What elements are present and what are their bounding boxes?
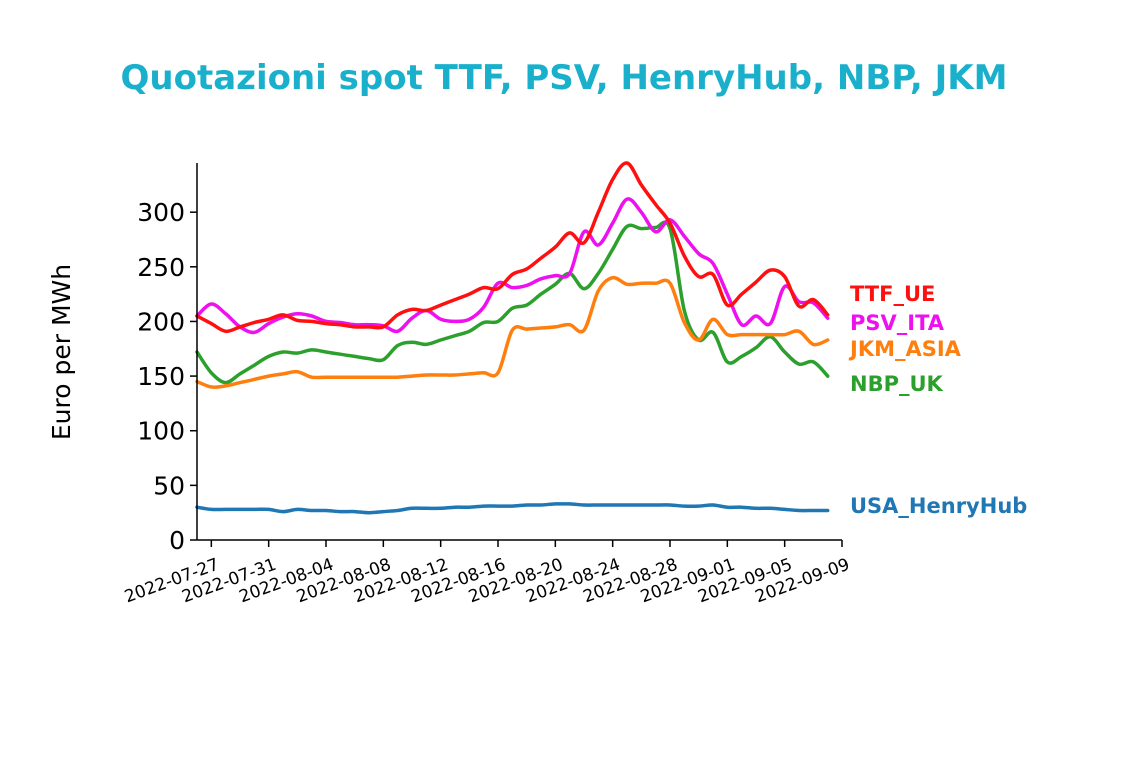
legend-label-usa-henryhub: USA_HenryHub (850, 494, 1027, 518)
y-tick-label: 50 (153, 471, 185, 500)
chart-title: Quotazioni spot TTF, PSV, HenryHub, NBP,… (120, 58, 1008, 98)
series-line-psv-ita (195, 197, 830, 335)
legend-label-nbp-uk: NBP_UK (850, 372, 944, 396)
series-line-usa-henryhub (195, 502, 830, 515)
y-ticks: 0 50 100 150 200 250 300 (137, 198, 197, 555)
axes (196, 163, 842, 541)
y-tick-label: 150 (137, 362, 185, 391)
legend-label-jkm-asia: JKM_ASIA (848, 337, 962, 361)
y-axis-label: Euro per MWh (47, 264, 76, 440)
y-tick-label: 100 (137, 417, 185, 446)
legend-label-psv-ita: PSV_ITA (850, 311, 945, 335)
y-tick-label: 300 (137, 198, 185, 227)
y-tick-label: 0 (169, 526, 185, 555)
series-line-jkm-asia (195, 275, 830, 389)
series-line-ttf-ue (195, 161, 830, 334)
series-line-nbp-uk (195, 220, 830, 385)
y-tick-label: 200 (137, 307, 185, 336)
x-ticks: 2022-07-272022-07-312022-08-042022-08-08… (122, 540, 852, 607)
y-tick-label: 250 (137, 253, 185, 282)
plot-lines (195, 161, 830, 515)
legend-label-ttf-ue: TTF_UE (850, 282, 935, 306)
